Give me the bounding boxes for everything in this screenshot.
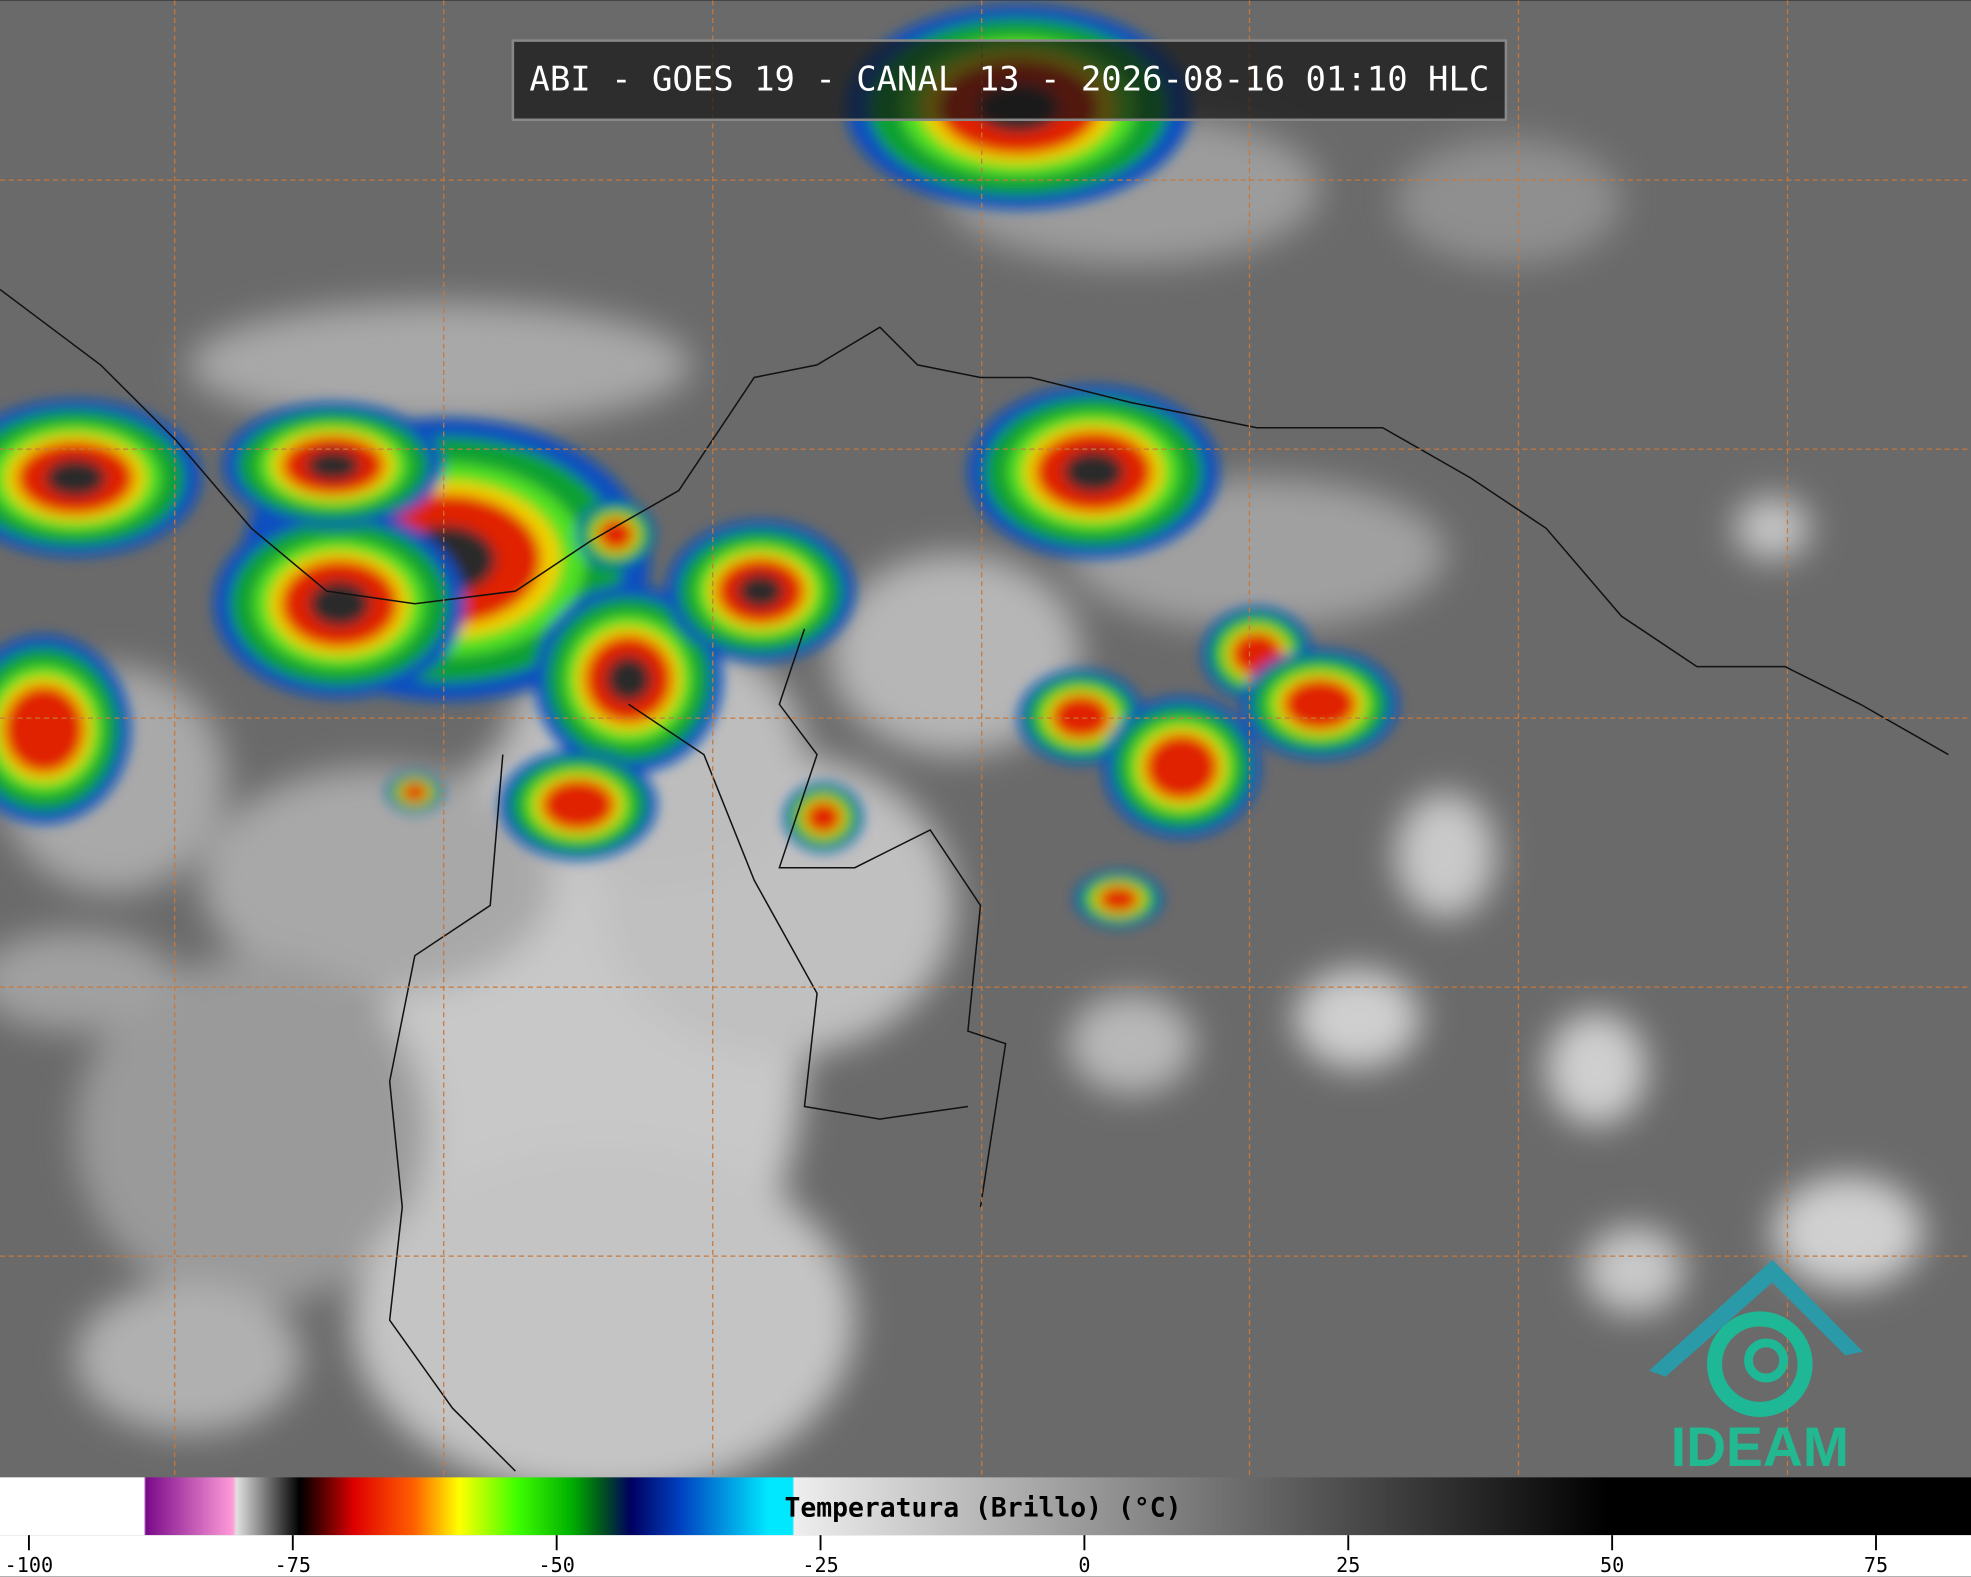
ideam-logo: IDEAM [1649,1259,1863,1478]
logo-text: IDEAM [1671,1416,1849,1478]
cloud [351,1144,855,1497]
tick-label: 25 [1336,1553,1360,1577]
cloud [188,302,692,428]
storm-layer [541,779,615,831]
cloud [1068,993,1195,1094]
tick-label: -25 [802,1553,838,1577]
cloud [1772,1175,1924,1289]
storm-layer [805,801,842,834]
storm-layer [1063,450,1124,493]
storm-layer [597,518,635,551]
cloud [1395,792,1496,918]
cloud [201,767,554,994]
tick-label: -75 [275,1553,311,1577]
tick-label: -100 [5,1553,53,1577]
storm-layer [1283,678,1357,730]
storm-layer [45,459,106,497]
tick-label: 0 [1078,1553,1090,1577]
storm-layer [309,581,370,627]
tick-label: 50 [1600,1553,1624,1577]
cloud [829,553,1082,755]
storm-layer [737,574,784,609]
storm-layer [1051,694,1111,739]
cloud [75,955,428,1308]
colorbar-ticks: -100 -75 -50 -25 0 25 50 75 [5,1535,1888,1577]
cloud [75,1282,302,1434]
storm-layer [1098,885,1140,913]
storm-layer [1145,734,1219,800]
tick-label: 75 [1864,1553,1888,1577]
cloud [1546,1012,1647,1126]
storm-layer [605,656,652,702]
storm-layer [306,450,360,481]
colorbar-label: Temperatura (Brillo) (°C) [784,1493,1181,1523]
lat-lon-grid [0,0,1971,1478]
cloud [1294,968,1421,1069]
colorbar [0,1477,1971,1536]
tick-label: -50 [538,1553,574,1577]
cloud [1583,1225,1685,1314]
title-box [511,39,1508,122]
storm-layer [401,782,428,802]
cloud [1734,496,1811,560]
cloud-field [0,113,1924,1497]
colorbar-axis [0,1535,1971,1577]
storm-layer [3,685,85,774]
title: ABI - GOES 19 - CANAL 13 - 2026-08-16 01… [529,60,1489,99]
cloud [1395,138,1622,265]
cloud [0,930,176,1032]
borders [0,288,1949,1472]
